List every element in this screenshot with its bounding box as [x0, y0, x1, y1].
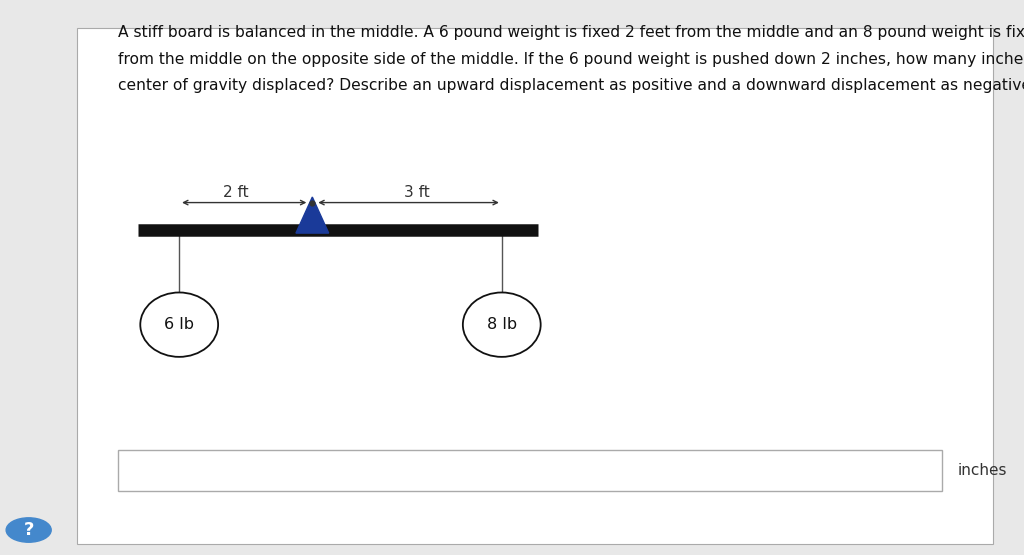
- FancyBboxPatch shape: [118, 450, 942, 491]
- Text: 8 lb: 8 lb: [486, 317, 517, 332]
- Text: 3 ft: 3 ft: [404, 185, 430, 200]
- Text: ?: ?: [24, 521, 34, 539]
- Polygon shape: [296, 197, 329, 233]
- FancyBboxPatch shape: [77, 28, 993, 544]
- Text: from the middle on the opposite side of the middle. If the 6 pound weight is pus: from the middle on the opposite side of …: [118, 52, 1024, 67]
- Text: inches: inches: [957, 463, 1007, 478]
- Ellipse shape: [140, 292, 218, 357]
- Text: A stiff board is balanced in the middle. A 6 pound weight is fixed 2 feet from t: A stiff board is balanced in the middle.…: [118, 25, 1024, 40]
- Ellipse shape: [463, 292, 541, 357]
- Text: 2 ft: 2 ft: [222, 185, 249, 200]
- Text: 6 lb: 6 lb: [164, 317, 195, 332]
- Text: center of gravity displaced? Describe an upward displacement as positive and a d: center of gravity displaced? Describe an…: [118, 78, 1024, 93]
- Circle shape: [6, 518, 51, 542]
